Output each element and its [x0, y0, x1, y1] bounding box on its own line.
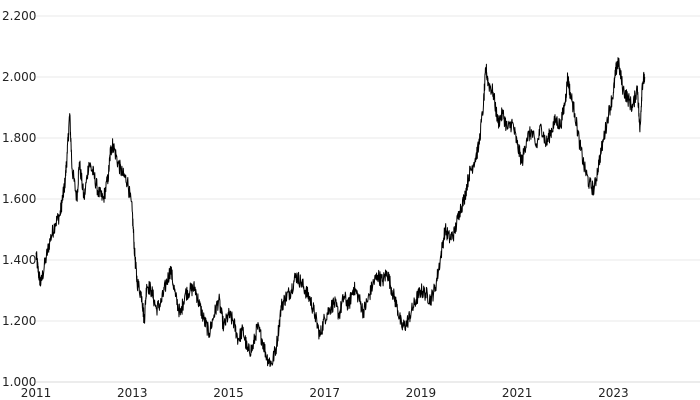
y-axis-tick-labels: 1.000 1.200 1.400 1.600 1.800 2.000 2.200 [2, 9, 36, 389]
x-tick-label: 2011 [21, 386, 52, 400]
x-tick-label: 2023 [598, 386, 629, 400]
y-tick-label: 1.200 [2, 314, 36, 328]
x-tick-label: 2021 [502, 386, 533, 400]
y-tick-label: 1.000 [2, 375, 36, 389]
x-tick-label: 2019 [406, 386, 437, 400]
series-line [35, 57, 646, 367]
x-tick-label: 2013 [117, 386, 148, 400]
y-tick-label: 2.000 [2, 70, 36, 84]
grid-lines [36, 15, 700, 322]
x-tick-label: 2017 [309, 386, 340, 400]
x-axis-tick-labels: 2011 2013 2015 2017 2019 2021 2023 [21, 386, 629, 400]
y-tick-label: 1.800 [2, 131, 36, 145]
y-tick-label: 1.600 [2, 192, 36, 206]
x-tick-label: 2015 [213, 386, 244, 400]
y-tick-label: 1.400 [2, 253, 36, 267]
y-tick-label: 2.200 [2, 9, 36, 23]
